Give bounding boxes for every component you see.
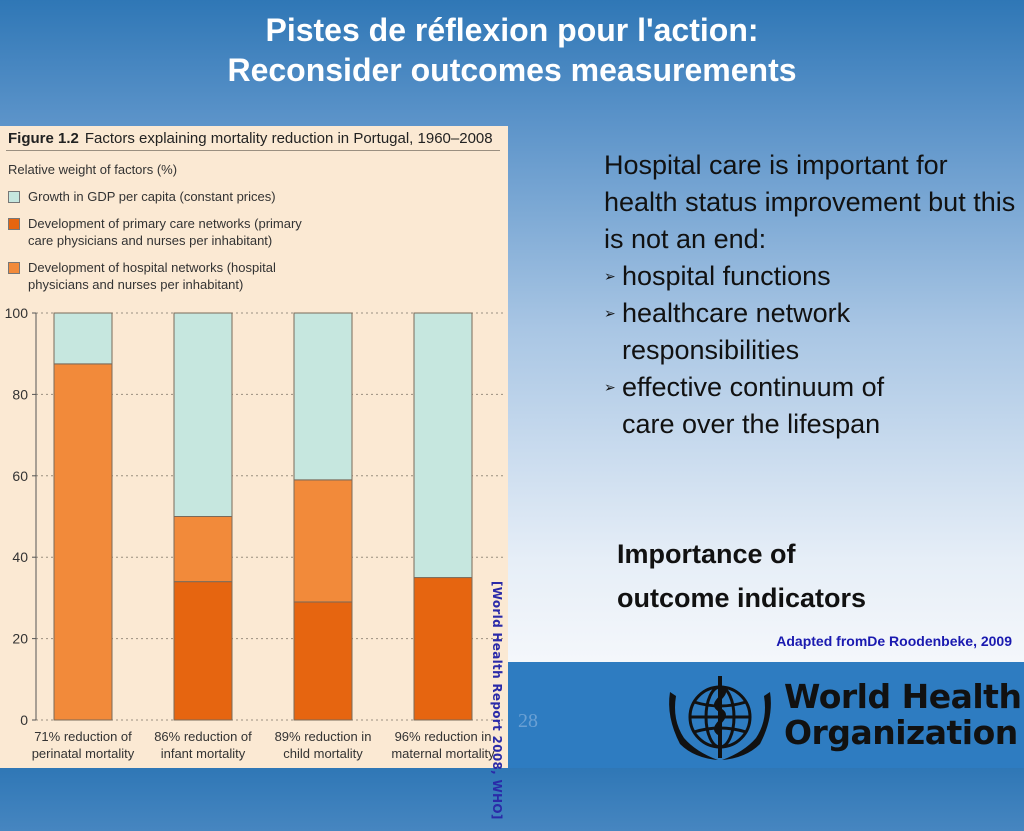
bullet-1-text: hospital functions <box>622 261 831 291</box>
who-line-2: Organization <box>784 713 1018 752</box>
y-tick-label: 40 <box>12 549 28 565</box>
stacked-bar-chart: 0 20 40 60 80 100 71% reduction of perinatal mo… <box>5 305 505 761</box>
bullet-2-text-1: healthcare network <box>622 298 851 328</box>
bar-segment <box>173 312 233 517</box>
x-category-label: perinatal mortality <box>32 746 135 761</box>
legend-label-primary-care-2: care physicians and nurses per inhabitan… <box>28 233 273 248</box>
importance-heading: Importance of outcome indicators <box>617 532 866 620</box>
legend-item-hospital: Development of hospital networks (hospit… <box>8 259 338 293</box>
bar-segment <box>173 581 233 721</box>
bar-segment <box>53 363 113 721</box>
who-wordmark: World Health Organization <box>784 677 1022 752</box>
arrow-bullet-icon: ➢ <box>604 305 616 321</box>
x-category-label: maternal mortality <box>391 746 495 761</box>
page-number: 28 <box>518 710 538 732</box>
legend-label-gdp: Growth in GDP per capita (constant price… <box>28 189 276 204</box>
who-line-1: World Health <box>784 677 1022 716</box>
legend-label-primary-care-1: Development of primary care networks (pr… <box>28 216 302 231</box>
figure-rule <box>6 150 500 151</box>
x-category-label: 96% reduction in <box>395 729 492 744</box>
bar-segment <box>293 312 353 481</box>
bar-segment <box>413 577 473 721</box>
bullet-2: ➢ healthcare network responsibilities <box>604 295 1019 369</box>
who-emblem-icon <box>669 676 771 760</box>
title-line-2: Reconsider outcomes measurements <box>227 52 797 88</box>
attribution: Adapted fromDe Roodenbeke, 2009 <box>776 633 1012 649</box>
legend-label-hospital-1: Development of hospital networks (hospit… <box>28 260 276 275</box>
y-tick-label: 100 <box>5 305 29 321</box>
y-tick-label: 20 <box>12 631 28 647</box>
slide-title: Pistes de réflexion pour l'action: Recon… <box>0 10 1024 90</box>
figure-title: Figure 1.2 Factors explaining mortality r… <box>8 130 493 147</box>
bullet-3-text-1: effective continuum of <box>622 372 885 402</box>
bar-segment <box>53 312 113 365</box>
bar-segment <box>293 479 353 603</box>
bar-segment <box>413 312 473 579</box>
title-line-1: Pistes de réflexion pour l'action: <box>265 12 759 48</box>
legend-swatch-gdp <box>8 191 20 203</box>
x-category-label: 89% reduction in <box>275 729 372 744</box>
body-intro: Hospital care is important for health st… <box>604 150 1016 254</box>
x-category-label: child mortality <box>283 746 363 761</box>
y-tick-label: 0 <box>20 712 28 728</box>
legend-item-gdp: Growth in GDP per capita (constant price… <box>8 188 338 205</box>
arrow-bullet-icon: ➢ <box>604 268 616 284</box>
bar-segment <box>173 516 233 583</box>
legend-swatch-primary-care <box>8 218 20 230</box>
bullet-3: ➢ effective continuum of care over the l… <box>604 369 1019 443</box>
legend-item-primary-care: Development of primary care networks (pr… <box>8 215 338 249</box>
legend-label-hospital-2: physicians and nurses per inhabitant) <box>28 277 244 292</box>
x-category-label: 71% reduction of <box>34 729 132 744</box>
figure-label: Figure 1.2 <box>8 130 79 147</box>
x-category-label: 86% reduction of <box>154 729 252 744</box>
figure-panel: Figure 1.2 Factors explaining mortality r… <box>0 126 508 820</box>
legend-swatch-hospital <box>8 262 20 274</box>
bar-segment <box>293 601 353 721</box>
arrow-bullet-icon: ➢ <box>604 379 616 395</box>
importance-line-2: outcome indicators <box>617 583 867 613</box>
figure-caption: Factors explaining mortality reduction i… <box>84 130 493 147</box>
y-tick-label: 60 <box>12 468 28 484</box>
x-category-label: infant mortality <box>161 746 246 761</box>
bullet-3-text-2: care over the lifespan <box>622 409 881 439</box>
figure-subtitle: Relative weight of factors (%) <box>8 162 178 177</box>
source-note: [World Health Report 2008, WHO] <box>490 581 504 820</box>
y-tick-label: 80 <box>12 386 28 402</box>
bullet-2-text-2: responsibilities <box>622 335 800 365</box>
importance-line-1: Importance of <box>617 539 796 569</box>
bullet-1: ➢ hospital functions <box>604 258 1019 295</box>
body-text: Hospital care is important for health st… <box>604 147 1019 443</box>
